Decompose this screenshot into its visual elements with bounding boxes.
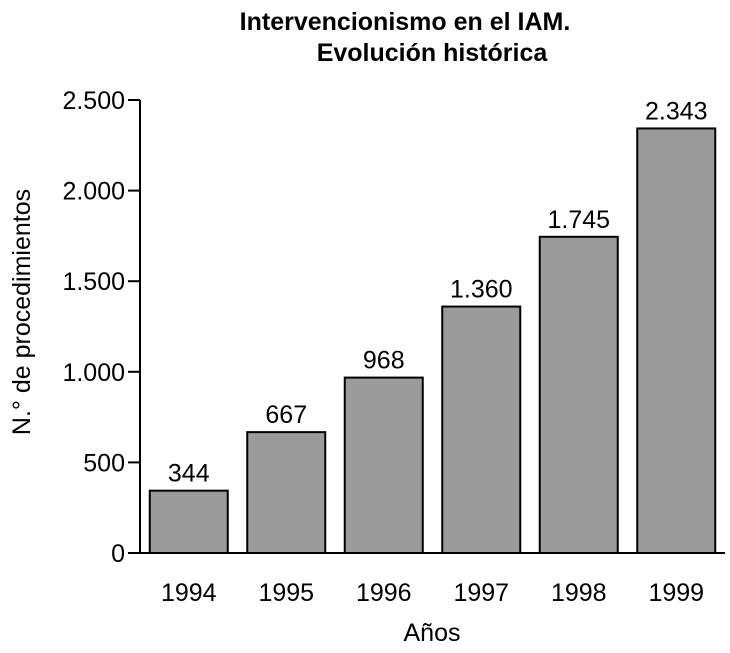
y-tick-label: 2.500 [62,87,125,115]
x-tick-label: 1996 [356,579,412,607]
chart-title-line-2: Evolución histórica [317,39,549,67]
bar-1997 [441,305,522,554]
x-tick-label: 1999 [648,579,704,607]
y-tick-label: 0 [111,540,125,568]
x-tick-label: 1994 [161,579,217,607]
chart-title-line-1: Intervencionismo en el IAM. [240,8,571,36]
y-tick-label: 500 [83,449,125,477]
y-tick-label: 2.000 [62,178,125,206]
bar-1995 [246,431,327,554]
x-tick-label: 1998 [551,579,607,607]
bar-1998 [538,235,619,554]
bar-1999 [636,127,717,554]
y-axis-ticks: 0 500 1.000 1.500 2.000 2.500 [62,87,140,568]
data-label-1994: 344 [168,460,210,488]
x-tick-label: 1997 [453,579,509,607]
y-tick-label: 1.000 [62,359,125,387]
data-label-1996: 968 [363,347,405,375]
x-tick-label: 1995 [258,579,314,607]
bars-group [148,127,717,555]
bar-1994 [148,489,229,555]
bar-1996 [343,376,424,554]
y-axis-title: N.° de procedimientos [8,189,36,435]
data-labels-group: 344 667 968 1.360 1.745 2.343 [168,97,708,487]
data-label-1995: 667 [265,401,307,429]
x-axis-ticks: 1994 1995 1996 1997 1998 1999 [161,579,704,607]
data-label-1999: 2.343 [645,97,708,125]
x-axis-title: Años [404,619,461,647]
data-label-1997: 1.360 [450,276,513,304]
data-label-1998: 1.745 [547,206,610,234]
y-tick-label: 1.500 [62,268,125,296]
